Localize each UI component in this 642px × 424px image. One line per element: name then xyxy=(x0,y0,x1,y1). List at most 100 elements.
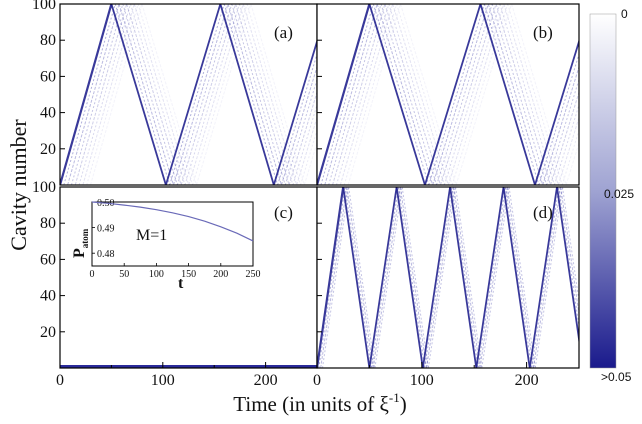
colorbar-label-high: >0.05 xyxy=(601,370,632,384)
y-tick-label: 40 xyxy=(40,288,56,305)
wavefront-fringe xyxy=(344,187,372,368)
wavefront-fringe xyxy=(557,115,579,185)
panel-d-background xyxy=(317,187,579,368)
wavefront-fringe xyxy=(122,4,178,185)
wavefront-main xyxy=(395,187,424,368)
wavefront-fringe xyxy=(424,187,453,368)
wavefront-fringe xyxy=(173,4,229,185)
wavefront-fringe xyxy=(78,4,131,185)
wavefront-main xyxy=(368,187,398,368)
svg-text:Patom: Patom xyxy=(71,228,90,258)
wavefront-fringe xyxy=(487,4,544,185)
wavefront-fringe xyxy=(343,4,398,185)
wavefront-fringe xyxy=(481,187,510,368)
wavefront-fringe xyxy=(455,4,513,185)
wavefront-main xyxy=(272,38,317,185)
wavefront-main xyxy=(449,187,478,368)
wavefront-fringe xyxy=(531,187,560,368)
wavefront-fringe xyxy=(565,141,579,185)
x-tick-label: 200 xyxy=(254,372,278,389)
wavefront-fringe xyxy=(455,187,483,368)
inset-series-line xyxy=(91,201,254,242)
inset-y-tick-label: 0.49 xyxy=(97,224,115,235)
wavefront-fringe xyxy=(63,4,116,185)
inset-frame xyxy=(91,201,254,267)
wavefront-fringe xyxy=(453,187,481,368)
wavefront-main xyxy=(110,4,167,185)
wavefront-fringe xyxy=(436,4,493,185)
y-tick-label: 100 xyxy=(32,0,56,13)
wavefront-fringe xyxy=(384,4,441,185)
wavefront-fringe xyxy=(370,187,399,368)
inset-ylabel: Patom xyxy=(71,228,90,258)
panel-c-localized-excitation xyxy=(60,365,317,368)
wavefront-fringe xyxy=(322,187,350,368)
inset-y-tick-label: 0.48 xyxy=(97,249,115,260)
wavefront-fringe xyxy=(427,187,457,368)
panel-b: (b) xyxy=(316,3,580,186)
panel-d-wavefronts xyxy=(317,187,579,368)
wavefront-fringe xyxy=(479,187,508,368)
wavefront-fringe xyxy=(532,187,562,368)
wavefront-fringe xyxy=(192,4,248,185)
wavefront-fringe xyxy=(511,4,567,185)
panel-d-frame xyxy=(316,186,580,369)
x-tick-label: 100 xyxy=(410,372,434,389)
wavefront-fringe xyxy=(483,4,540,185)
y-tick-label: 100 xyxy=(32,179,56,196)
x-axis-label-end: ) xyxy=(400,392,407,416)
wavefront-fringe xyxy=(443,4,501,185)
inset-x-tick-label: 0 xyxy=(90,269,95,280)
wavefront-fringe xyxy=(231,4,286,185)
wavefront-fringe xyxy=(491,4,548,185)
wavefront-fringe xyxy=(399,187,428,368)
wavefront-fringe xyxy=(542,65,579,185)
wavefront-fringe xyxy=(560,187,579,318)
panel-b-wavefronts xyxy=(317,4,579,185)
panel-b-frame xyxy=(316,3,580,186)
y-tick-label: 60 xyxy=(40,68,56,85)
wavefront-fringe xyxy=(118,4,174,185)
wavefront-fringe xyxy=(348,187,376,368)
wavefront-fringe xyxy=(238,4,294,185)
wavefront-fringe xyxy=(176,4,233,185)
panel-a-wavefronts xyxy=(60,4,317,185)
wavefront-fringe xyxy=(426,187,455,368)
wavefront-fringe xyxy=(169,4,225,185)
wavefront-main xyxy=(502,187,531,368)
wavefront-fringe xyxy=(477,187,506,368)
wavefront-fringe xyxy=(440,4,497,185)
wavefront-main xyxy=(534,38,579,185)
wavefront-fringe xyxy=(550,90,579,185)
x-axis-label-main: Time (in units of ξ xyxy=(233,392,389,416)
wavefront-fringe xyxy=(133,4,190,185)
wavefront-fringe xyxy=(504,187,533,368)
inset-x-tick-label: 200 xyxy=(213,269,228,280)
inset-x-tick-label: 150 xyxy=(181,269,196,280)
wavefront-fringe xyxy=(376,4,434,185)
y-tick-label: 60 xyxy=(40,251,56,268)
wavefront-fringe xyxy=(508,187,536,368)
wavefront-fringe xyxy=(346,187,374,368)
inset-x-tick-label: 250 xyxy=(246,269,261,280)
inset-xlabel: t xyxy=(178,275,184,292)
wavefront-fringe xyxy=(451,187,479,368)
wavefront-main xyxy=(421,187,451,368)
colorbar-gradient xyxy=(589,13,617,369)
wavefront-fringe xyxy=(400,4,457,185)
colorbar-label-mid: 0.025 xyxy=(604,187,634,201)
wavefront-fringe xyxy=(114,4,171,185)
wavefront-fringe xyxy=(503,4,559,185)
wavefront-main xyxy=(368,4,426,185)
wavefront-fringe xyxy=(320,187,348,368)
wavefront-main xyxy=(424,4,482,185)
wavefront-main xyxy=(317,187,345,368)
inset-series-label: M=1 xyxy=(136,227,167,244)
wavefront-main xyxy=(60,4,113,185)
wavefront-fringe xyxy=(397,187,426,368)
wavefront-fringe xyxy=(184,4,240,185)
wavefront-fringe xyxy=(86,4,139,185)
